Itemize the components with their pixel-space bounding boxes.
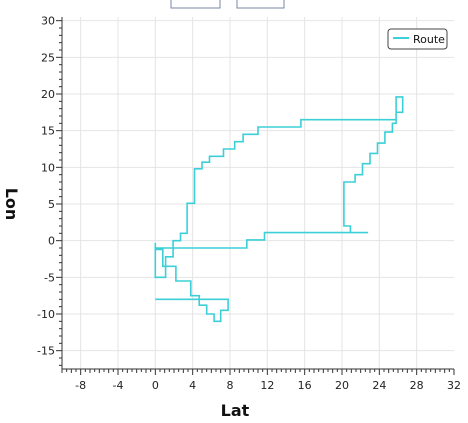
x-tick-label: 32 — [447, 379, 461, 392]
x-tick-label: 12 — [260, 379, 274, 392]
y-tick-label: 25 — [41, 51, 55, 64]
y-tick-label: 5 — [48, 198, 55, 211]
x-tick-label: 28 — [410, 379, 424, 392]
y-tick-label: -10 — [37, 308, 55, 321]
x-tick-label: 16 — [298, 379, 312, 392]
legend: Route — [387, 28, 448, 50]
x-tick-label: 0 — [152, 379, 159, 392]
y-tick-label: 10 — [41, 161, 55, 174]
series-layer — [154, 96, 404, 323]
x-tick-label: 24 — [372, 379, 386, 392]
x-tick-label: -8 — [75, 379, 86, 392]
grid — [62, 17, 454, 369]
legend-box — [387, 28, 448, 50]
y-tick-label: 0 — [48, 235, 55, 248]
y-tick-label: 20 — [41, 88, 55, 101]
x-tick-label: -4 — [113, 379, 124, 392]
axes: -8 -4 0 4 8 12 16 20 24 28 32 -15 -10 -5 0 5 10 15 20 25 30 — [37, 15, 461, 392]
y-tick-label: 15 — [41, 125, 55, 138]
x-axis-title: Lat — [221, 401, 250, 420]
toolbar-button-1[interactable] — [170, 0, 221, 9]
x-tick-label: 20 — [335, 379, 349, 392]
y-tick-label: -15 — [37, 345, 55, 358]
y-axis-title: Lon — [2, 188, 21, 221]
x-tick-label: 8 — [227, 379, 234, 392]
y-tick-label: -5 — [44, 271, 55, 284]
series-line-route — [154, 96, 404, 323]
legend-label-route: Route — [413, 33, 445, 46]
y-tick-label: 30 — [41, 15, 55, 28]
x-tick-label: 4 — [189, 379, 196, 392]
toolbar-button-2[interactable] — [236, 0, 285, 9]
